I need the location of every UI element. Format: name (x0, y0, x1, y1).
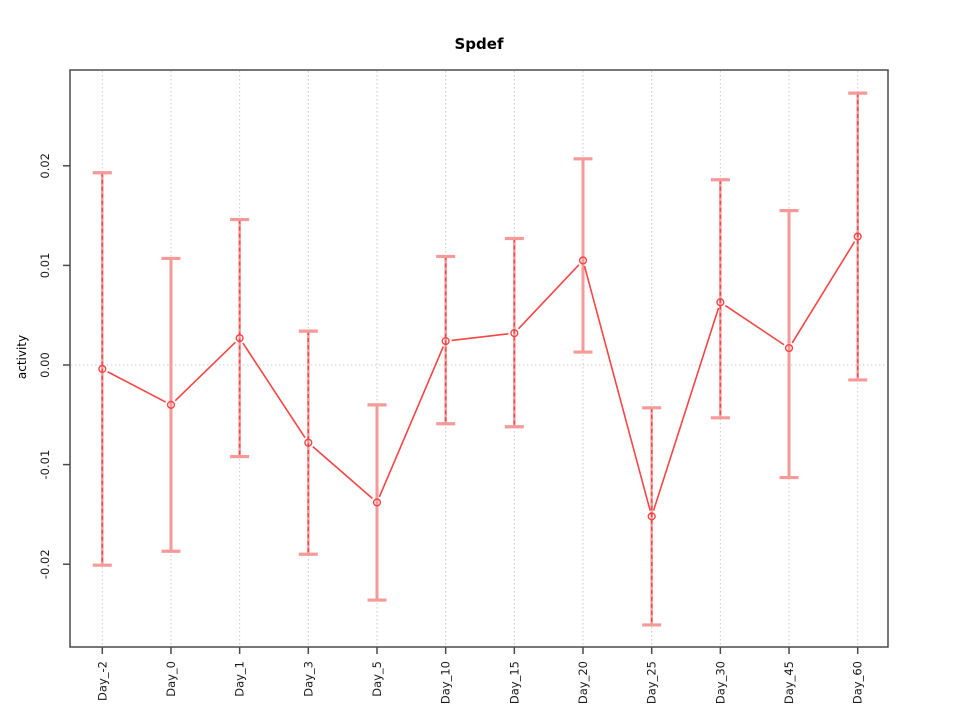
x-tick-label: Day_0 (164, 661, 178, 697)
series-line-segment (107, 371, 167, 403)
data-point (578, 256, 588, 265)
series-line-segment (724, 304, 785, 346)
x-tick-label: Day_30 (713, 661, 727, 704)
y-tick-label: -0.02 (38, 549, 52, 579)
x-tick-label: Day_-2 (95, 661, 109, 701)
series-line-segment (174, 341, 236, 402)
series-line-segment (517, 264, 580, 330)
x-tick-label: Day_10 (439, 661, 453, 704)
data-point (784, 343, 794, 353)
data-point (372, 498, 382, 507)
data-point (853, 232, 862, 241)
y-tick-label: 0.00 (38, 352, 52, 378)
data-point (716, 298, 725, 307)
series-line-segment (652, 307, 720, 511)
x-tick-label: Day_3 (301, 661, 315, 697)
x-tick-label: Day_20 (576, 661, 590, 704)
x-tick-label: Day_1 (233, 661, 247, 697)
series-line-segment (312, 446, 373, 500)
x-tick-label: Day_45 (782, 661, 796, 704)
x-tick-label: Day_25 (645, 661, 659, 704)
x-tick-label: Day_60 (851, 661, 865, 704)
data-point (510, 329, 519, 338)
y-tick-label: 0.01 (38, 253, 52, 279)
series-line-segment (583, 266, 651, 511)
series-line-segment (242, 342, 306, 439)
x-tick-label: Day_15 (507, 661, 521, 704)
series-line-segment (791, 241, 856, 344)
y-tick-label: 0.02 (38, 153, 52, 179)
x-tick-label: Day_5 (370, 661, 384, 697)
data-point (235, 334, 244, 343)
data-point (304, 438, 313, 447)
data-point (647, 512, 656, 521)
chart-title: Spdef (454, 35, 504, 53)
series-line-segment (451, 333, 509, 342)
plot-box (69, 69, 889, 648)
data-point (441, 336, 450, 346)
data-point (98, 364, 107, 374)
series-line-segment (378, 346, 445, 498)
y-tick-label: -0.01 (38, 450, 52, 480)
data-point (166, 400, 176, 409)
